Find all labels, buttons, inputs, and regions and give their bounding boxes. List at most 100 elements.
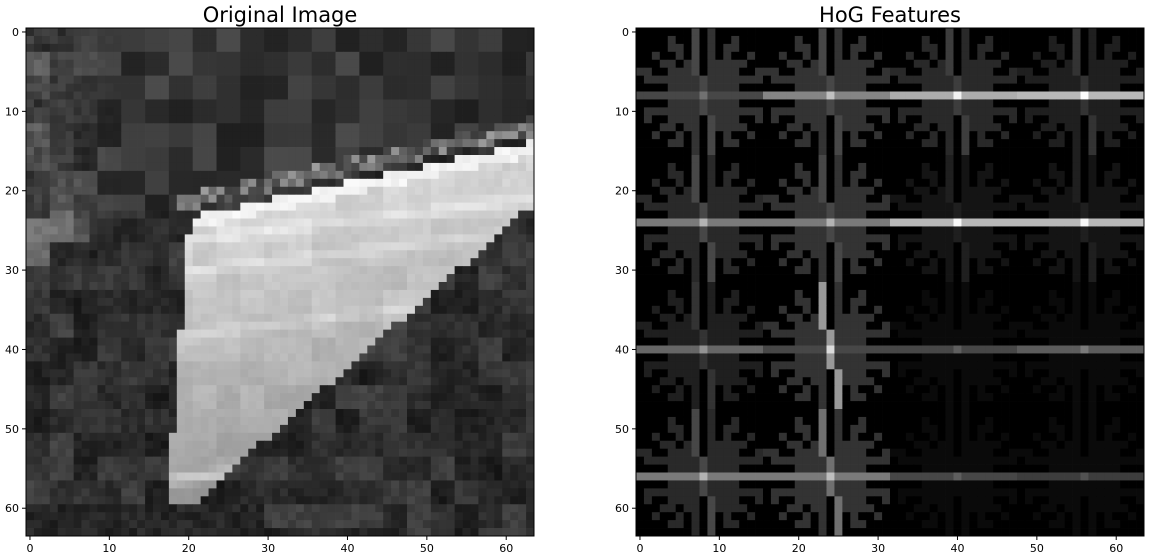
original-image-pixel bbox=[41, 448, 51, 457]
original-image-pixel bbox=[383, 385, 392, 394]
original-image-pixel bbox=[319, 258, 328, 267]
original-image-pixel bbox=[414, 250, 424, 259]
original-image-pixel bbox=[303, 480, 313, 489]
original-image-pixel bbox=[375, 67, 384, 76]
original-image-pixel bbox=[97, 123, 106, 132]
original-image-pixel bbox=[367, 321, 376, 330]
hog-features-pixel bbox=[810, 91, 819, 100]
original-image-pixel bbox=[319, 282, 328, 291]
original-image-pixel bbox=[446, 274, 455, 283]
original-image-pixel bbox=[153, 131, 162, 140]
original-image-pixel bbox=[168, 512, 178, 521]
original-image-pixel bbox=[287, 448, 297, 457]
original-image-pixel bbox=[446, 337, 455, 346]
original-image-pixel bbox=[486, 35, 495, 45]
original-image-pixel bbox=[224, 401, 233, 410]
hog-features-pixel bbox=[929, 43, 938, 53]
original-image-pixel bbox=[375, 321, 384, 330]
original-image-pixel bbox=[256, 321, 265, 330]
hog-features-pixel bbox=[643, 59, 653, 69]
original-image-pixel bbox=[399, 194, 408, 203]
original-image-pixel bbox=[41, 170, 51, 180]
original-image-pixel bbox=[41, 234, 51, 243]
hog-features-pixel bbox=[882, 83, 891, 92]
original-image-pixel bbox=[184, 361, 194, 370]
original-image-pixel bbox=[264, 28, 273, 37]
original-image-pixel bbox=[367, 297, 376, 307]
original-image-pixel bbox=[454, 432, 463, 442]
original-image-pixel bbox=[462, 496, 471, 505]
original-image-pixel bbox=[200, 393, 209, 402]
original-image-pixel bbox=[26, 480, 35, 489]
original-image-pixel bbox=[287, 59, 297, 69]
original-image-pixel bbox=[129, 377, 138, 386]
original-image-pixel bbox=[57, 155, 67, 164]
original-image-pixel bbox=[486, 234, 495, 243]
original-image-pixel bbox=[518, 424, 527, 434]
original-image-pixel bbox=[319, 178, 328, 188]
original-image-pixel bbox=[176, 440, 186, 450]
hog-features-pixel bbox=[707, 59, 716, 69]
hog-features-pixel bbox=[715, 91, 724, 100]
original-image-pixel bbox=[343, 385, 352, 394]
original-image-pixel bbox=[232, 528, 241, 537]
hog-features-pixel bbox=[1088, 51, 1097, 61]
hog-features-pixel bbox=[651, 35, 661, 45]
hog-features-pixel bbox=[699, 91, 708, 100]
original-image-pixel bbox=[192, 107, 201, 116]
hog-features-pixel bbox=[905, 59, 915, 69]
hog-features-pixel bbox=[794, 91, 804, 100]
original-image-pixel bbox=[41, 91, 51, 100]
original-image-pixel bbox=[41, 440, 51, 450]
original-image-pixel bbox=[248, 99, 257, 108]
hog-features-pixel bbox=[683, 28, 692, 37]
original-image-pixel bbox=[105, 424, 114, 434]
original-image-pixel bbox=[33, 28, 43, 37]
original-image-pixel bbox=[216, 258, 225, 267]
original-image-pixel bbox=[240, 504, 249, 513]
original-image-pixel bbox=[335, 139, 344, 148]
original-image-pixel bbox=[399, 464, 408, 473]
original-image-pixel bbox=[327, 194, 336, 203]
original-image-pixel bbox=[145, 353, 154, 362]
original-image-pixel bbox=[240, 289, 249, 299]
original-image-pixel bbox=[407, 440, 416, 450]
original-image-pixel bbox=[145, 99, 154, 108]
original-image-pixel bbox=[240, 170, 249, 180]
original-image-pixel bbox=[280, 440, 289, 450]
original-image-pixel bbox=[65, 464, 74, 473]
hog-features-pixel bbox=[945, 67, 954, 76]
original-image-pixel bbox=[224, 234, 233, 243]
original-image-pixel bbox=[153, 266, 162, 275]
original-image-pixel bbox=[351, 432, 360, 442]
original-image-pixel bbox=[113, 218, 122, 227]
original-image-heatmap bbox=[26, 28, 535, 537]
original-image-pixel bbox=[327, 186, 336, 196]
original-image-pixel bbox=[327, 274, 336, 283]
hog-features-pixel bbox=[905, 131, 915, 140]
original-image-pixel bbox=[97, 440, 106, 450]
original-image-pixel bbox=[26, 496, 35, 505]
hog-features-pixel bbox=[667, 75, 677, 84]
hog-features-pixel bbox=[1040, 51, 1050, 61]
original-image-pixel bbox=[399, 401, 408, 410]
original-image-pixel bbox=[248, 123, 257, 132]
original-image-pixel bbox=[113, 162, 122, 172]
original-image-pixel bbox=[121, 250, 130, 259]
hog-features-pixel bbox=[770, 83, 780, 92]
original-image-pixel bbox=[224, 369, 233, 378]
original-image-pixel bbox=[407, 393, 416, 402]
original-image-pixel bbox=[446, 329, 455, 338]
original-image-pixel bbox=[295, 107, 305, 116]
original-image-pixel bbox=[97, 504, 106, 513]
original-image-pixel bbox=[383, 258, 392, 267]
original-image-pixel bbox=[176, 266, 186, 275]
hog-features-pixel bbox=[699, 83, 708, 92]
original-image-pixel bbox=[184, 139, 194, 148]
original-image-pixel bbox=[224, 35, 233, 45]
hog-features-pixel bbox=[874, 28, 883, 37]
original-image-pixel bbox=[256, 528, 265, 537]
original-image-pixel bbox=[391, 401, 400, 410]
original-image-pixel bbox=[526, 393, 535, 402]
original-image-pixel bbox=[200, 480, 209, 489]
